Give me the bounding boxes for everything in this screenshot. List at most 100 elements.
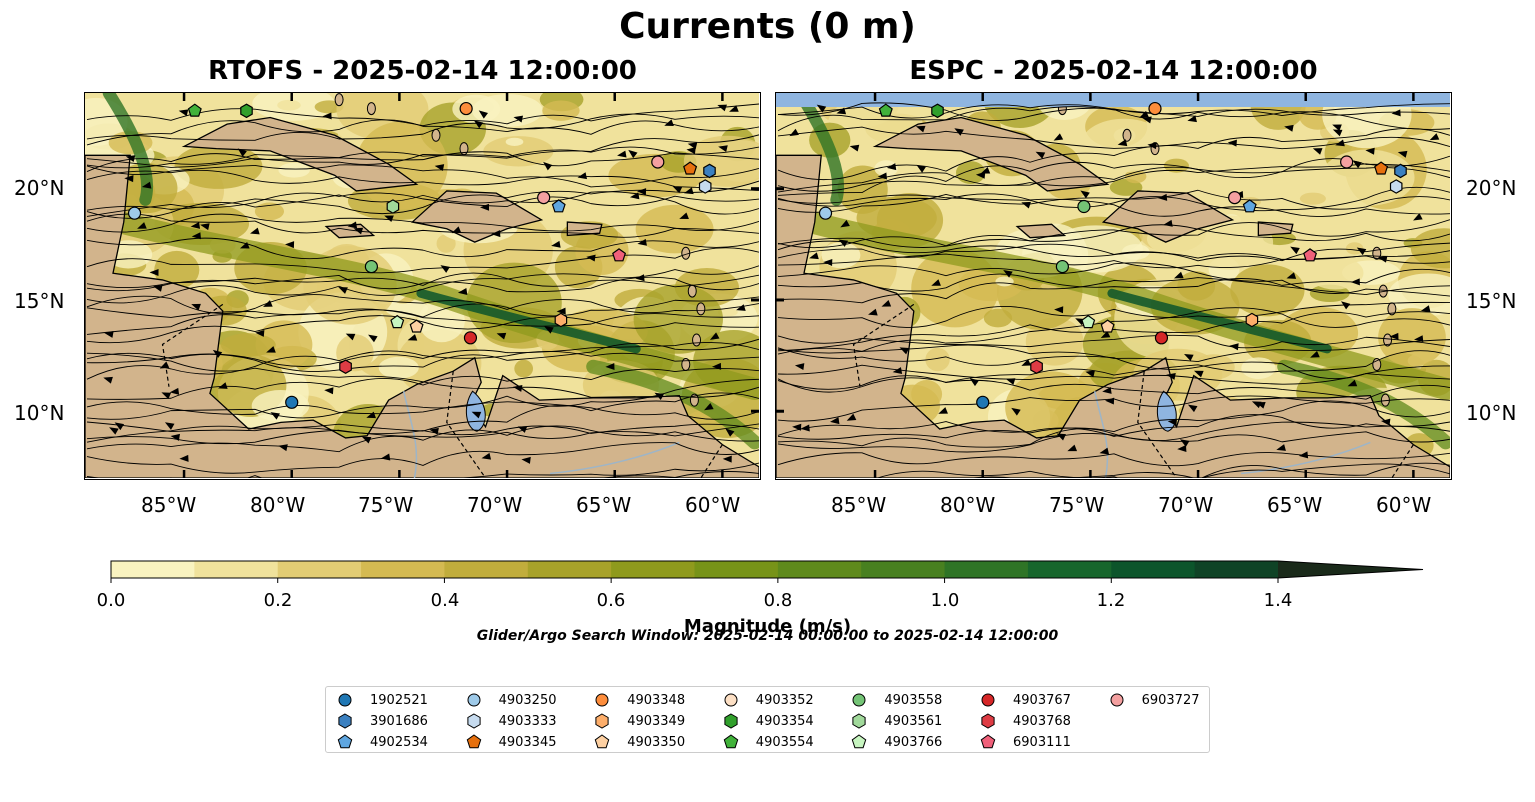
rtofs-streamline-arrow [141,181,152,189]
colorbar-tick-label: 1.4 [1263,590,1293,611]
float-marker-4902534[interactable] [551,199,566,213]
legend-entry[interactable]: 4903354 [722,711,814,731]
legend-entry[interactable]: 3901686 [336,711,428,731]
espc-panel-title: ESPC - 2025-02-14 12:00:00 [909,56,1318,86]
espc-streamline-arrow [1105,397,1115,405]
espc-streamline-arrow [1167,418,1178,426]
colorbar-tick-label: 0.6 [596,590,626,611]
float-marker-4903348[interactable] [459,101,473,116]
float-marker-4903333[interactable] [698,179,712,194]
legend-label: 4903766 [884,734,943,750]
espc-map[interactable] [775,92,1452,480]
legend-entry[interactable]: 4903767 [979,690,1071,710]
legend-label: 3901686 [370,713,428,729]
float-marker-4903350[interactable] [1100,319,1115,333]
espc-streamline-arrow [881,299,892,307]
rtofs-streamline-arrow [103,376,113,384]
espc-streamline-arrow [1021,201,1031,209]
espc-no-data-band [776,93,1450,107]
float-marker-3901686[interactable] [1394,163,1407,179]
float-marker-4903354[interactable] [240,103,253,119]
espc-streamline [777,301,1451,328]
legend-label: 6903727 [1141,692,1200,708]
rtofs-streamline [86,401,760,420]
float-marker-4903349[interactable] [554,312,568,328]
float-marker-4903558[interactable] [1077,199,1091,214]
legend-entry[interactable]: 4903561 [850,711,942,731]
float-marker-4903349[interactable] [1245,312,1259,328]
colorbar-segment [777,561,862,578]
float-marker-4903250[interactable] [127,206,142,220]
legend-entry[interactable]: 4903348 [593,690,685,710]
rtofs-map[interactable] [84,92,761,480]
float-marker-4903767[interactable] [1154,331,1169,345]
float-marker-4903558[interactable] [364,259,378,274]
float-marker-1902521[interactable] [285,395,299,409]
legend-entry[interactable]: 4903768 [979,711,1071,731]
rtofs-hispaniola [410,190,544,243]
legend-entry[interactable]: 4903333 [465,711,557,731]
float-marker-4903768[interactable] [339,359,352,374]
float-marker-4903766[interactable] [1081,314,1096,329]
espc-streamline-arrow [794,363,805,371]
float-marker-6903727[interactable] [1228,190,1242,205]
legend-entry[interactable]: 4903558 [850,690,942,710]
espc-streamline-arrow [1003,269,1013,278]
float-marker-4903767[interactable] [463,331,478,345]
float-marker-4903554[interactable] [187,103,202,117]
legend-entry[interactable]: 6903111 [979,732,1071,752]
float-marker-4903354[interactable] [931,103,944,119]
espc-streamline-arrow [1298,451,1309,459]
float-marker-4903333[interactable] [1389,179,1403,194]
rtofs-streamline-arrow [190,221,201,229]
rtofs-streamline-arrow [322,112,332,120]
float-marker-4903768[interactable] [1030,359,1043,374]
rtofs-streamline-arrow [544,326,554,334]
legend-entry[interactable]: 4903766 [850,732,942,752]
legend-entry[interactable]: 4902534 [336,732,428,752]
espc-streamline-arrow [980,166,991,174]
legend-entry[interactable]: 6903727 [1108,690,1200,710]
float-marker-4903250[interactable] [818,206,833,220]
espc-streamline-arrow [1284,124,1294,132]
rtofs-streamline-arrow [324,387,334,395]
legend-entry[interactable]: 4903345 [465,732,557,752]
float-marker-4903558[interactable] [1055,259,1069,274]
rtofs-streamline [86,341,760,367]
espc-streamline-arrow [1377,255,1388,263]
legend-entry[interactable]: 4903554 [722,732,814,752]
espc-streamline-arrow [1429,133,1440,141]
float-marker-6903111[interactable] [1303,248,1318,262]
rtofs-streamline-arrow [521,456,531,464]
legend-entry[interactable]: 4903350 [593,732,685,752]
float-marker-4902534[interactable] [1242,199,1257,213]
colorbar-segment [277,561,362,578]
float-marker-4903766[interactable] [390,314,405,329]
float-marker-4903554[interactable] [878,103,893,117]
legend-entry[interactable]: 4903352 [722,690,814,710]
legend-marker-icon [595,713,609,729]
espc-streamline-arrow [1356,247,1367,256]
rtofs-streamline-arrow [109,427,119,435]
float-marker-6903727[interactable] [651,155,665,169]
rtofs-cuba [181,116,419,192]
float-marker-4903350[interactable] [409,319,424,333]
legend-entry[interactable]: 1902521 [336,690,428,710]
float-marker-6903727[interactable] [1340,155,1354,169]
float-marker-6903111[interactable] [612,248,627,262]
legend-entry[interactable]: 4903349 [593,711,685,731]
float-marker-4903345[interactable] [683,161,698,175]
rtofs-streamline-arrow [217,382,228,389]
float-marker-4903561[interactable] [386,199,400,214]
espc-streamline [777,240,1451,264]
legend-entry[interactable]: 4903250 [465,690,557,710]
float-marker-3901686[interactable] [703,163,716,179]
float-marker-1902521[interactable] [976,395,990,409]
rtofs-streamline-arrow [637,238,647,246]
float-marker-6903727[interactable] [537,190,551,205]
colorbar-extend-arrow [1278,561,1423,578]
rtofs-streamline [86,315,760,344]
float-marker-4903345[interactable] [1374,161,1389,175]
float-marker-4903348[interactable] [1148,101,1162,116]
rtofs-streamline-arrow [664,119,674,126]
